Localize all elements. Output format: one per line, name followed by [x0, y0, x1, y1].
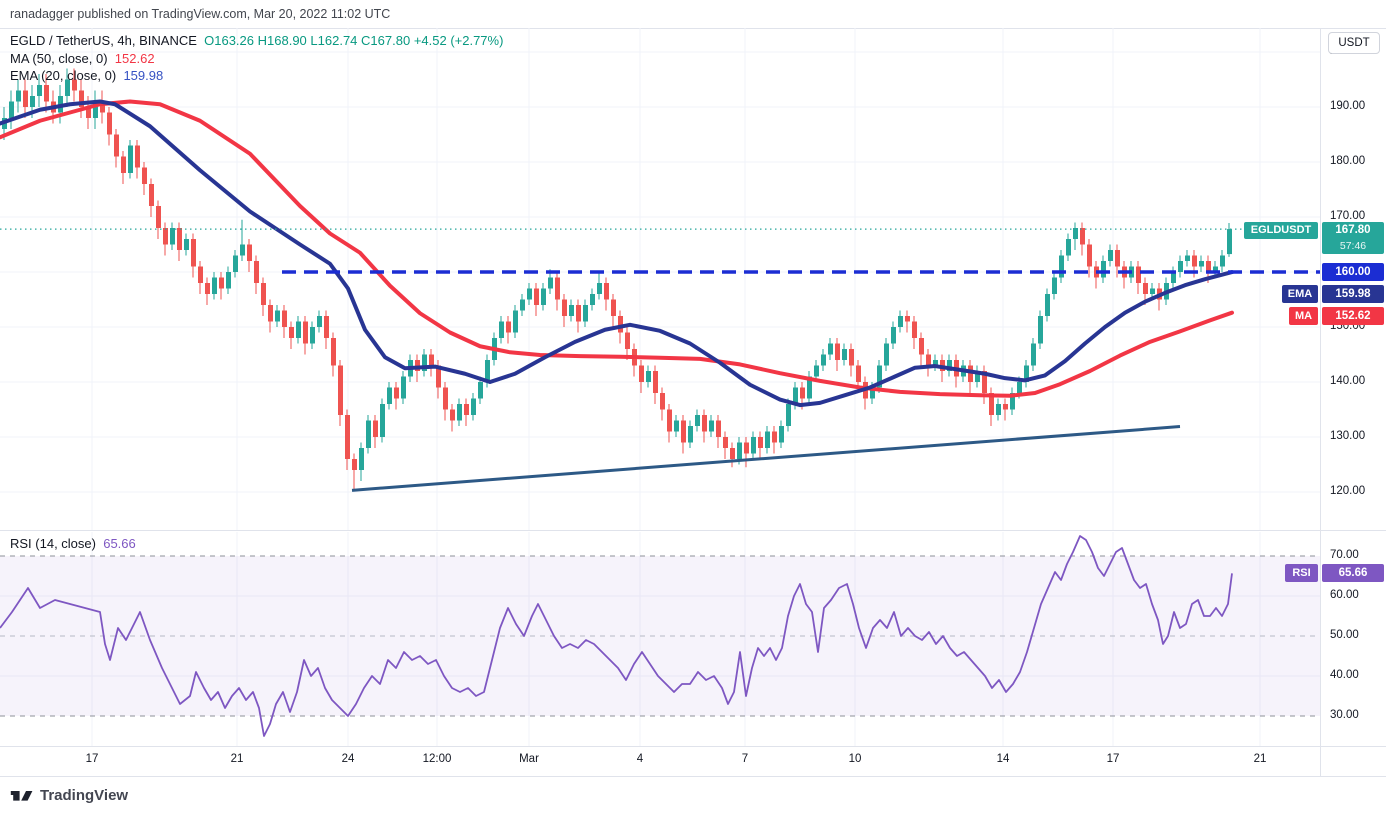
ohlc-high: H168.90 — [257, 33, 307, 48]
time-tick-label: 17 — [1106, 753, 1120, 765]
tradingview-logo-icon — [10, 791, 33, 801]
ema20-line — [0, 99, 1234, 408]
legend-ema-row[interactable]: EMA (20, close, 0) 159.98 — [10, 68, 163, 83]
time-tick-label: Mar — [519, 753, 539, 765]
ma-name: MA (50, close, 0) — [10, 51, 108, 66]
last-price-badge: 167.80 57:46 — [1322, 222, 1384, 254]
time-tick-label: 21 — [1253, 753, 1267, 765]
ema-name: EMA (20, close, 0) — [10, 68, 117, 83]
ohlc-open: O163.26 — [204, 33, 254, 48]
legend-ma-row[interactable]: MA (50, close, 0) 152.62 — [10, 51, 155, 66]
publish-bar: ranadagger published on TradingView.com,… — [0, 0, 1386, 29]
brand-text: TradingView — [40, 786, 129, 804]
time-tick-label: 7 — [741, 753, 749, 765]
time-axis-divider — [0, 746, 1386, 747]
price-tick-label: 170.00 — [1330, 210, 1366, 222]
legend-rsi-row[interactable]: RSI (14, close) 65.66 — [10, 536, 136, 551]
ma-value-badge: 152.62 — [1322, 307, 1384, 325]
ohlc-close: C167.80 — [361, 33, 411, 48]
rsi-tick-label: 50.00 — [1330, 629, 1359, 641]
grid-layer — [0, 28, 1320, 746]
ema-value-badge: 159.98 — [1322, 285, 1384, 303]
price-tick-label: 180.00 — [1330, 155, 1366, 167]
price-tick-label: 190.00 — [1330, 100, 1366, 112]
time-tick-label: 4 — [636, 753, 644, 765]
rsi-name-tag: RSI — [1285, 564, 1318, 582]
footer-divider — [0, 776, 1386, 777]
publish-text: ranadagger published on TradingView.com,… — [10, 7, 391, 21]
time-tick-label: 10 — [848, 753, 862, 765]
last-price-value: 167.80 — [1335, 224, 1371, 236]
legend-symbol-row[interactable]: EGLD / TetherUS, 4h, BINANCE O163.26 H16… — [10, 33, 503, 48]
candles-layer — [2, 68, 1232, 490]
price-tick-label: 120.00 — [1330, 485, 1366, 497]
rsi-tick-label: 30.00 — [1330, 709, 1359, 721]
ascending-trendline — [351, 425, 1181, 492]
rsi-value-badge: 65.66 — [1322, 564, 1384, 582]
ma-value: 152.62 — [114, 51, 155, 66]
axis-divider — [1320, 28, 1321, 776]
time-tick-label: 17 — [85, 753, 99, 765]
symbol-name-tag: EGLDUSDT — [1244, 222, 1318, 239]
time-tick-label: 12:00 — [422, 753, 452, 765]
bar-countdown: 57:46 — [1339, 240, 1367, 252]
rsi-tick-label: 60.00 — [1330, 589, 1359, 601]
rsi-value: 65.66 — [103, 536, 136, 551]
time-tick-label: 21 — [230, 753, 244, 765]
ma50-line — [0, 99, 1234, 398]
pane-divider[interactable] — [0, 530, 1386, 531]
symbol-title: EGLD / TetherUS, 4h, BINANCE — [10, 33, 197, 48]
ohlc-low: L162.74 — [310, 33, 358, 48]
time-tick-label: 14 — [996, 753, 1010, 765]
ema-name-tag: EMA — [1282, 285, 1318, 303]
currency-toggle-button[interactable]: USDT — [1328, 32, 1380, 54]
ohlc-change: +4.52 (+2.77%) — [413, 33, 504, 48]
price-tick-label: 130.00 — [1330, 430, 1366, 442]
ema-value: 159.98 — [123, 68, 164, 83]
rsi-tick-label: 40.00 — [1330, 669, 1359, 681]
rsi-name: RSI (14, close) — [10, 536, 96, 551]
rsi-line — [0, 535, 1233, 737]
footer-brand[interactable]: TradingView — [10, 784, 128, 806]
price-tick-label: 140.00 — [1330, 375, 1366, 387]
time-tick-label: 24 — [341, 753, 355, 765]
ma-name-tag: MA — [1289, 307, 1318, 325]
rsi-tick-label: 70.00 — [1330, 549, 1359, 561]
resistance-level-badge: 160.00 — [1322, 263, 1384, 281]
